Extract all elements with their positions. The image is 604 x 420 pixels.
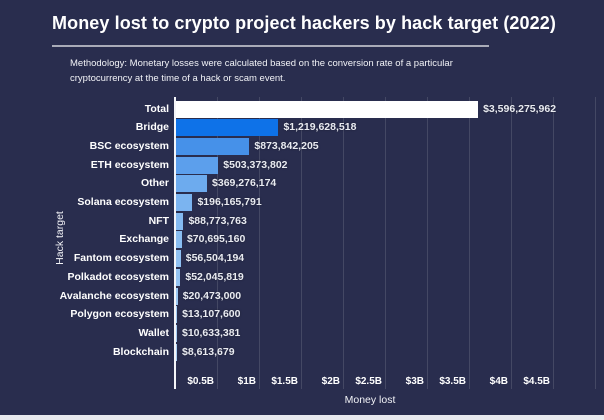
value-label-bridge: $1,219,628,518 <box>283 121 357 134</box>
category-label-fantom-ecosystem: Fantom ecosystem <box>73 252 169 265</box>
y-axis-title: Hack target <box>54 211 66 265</box>
category-label-total: Total <box>144 102 169 115</box>
bar-solana-ecosystem <box>176 194 193 211</box>
bar-polkadot-ecosystem <box>176 268 181 286</box>
category-label-wallet: Wallet <box>138 326 169 339</box>
category-label-blockchain: Blockchain <box>112 345 169 358</box>
value-label-wallet: $10,633,381 <box>182 326 241 339</box>
value-label-polkadot-ecosystem: $52,045,819 <box>185 270 244 283</box>
value-label-eth-ecosystem: $503,373,802 <box>223 158 288 171</box>
bar-nft <box>176 212 184 230</box>
x-axis-title: Money lost <box>344 394 396 406</box>
methodology-line-1: Methodology: Monetary losses were calcul… <box>70 58 453 69</box>
x-tick-1b: $1B <box>237 376 256 387</box>
x-tick-2.5b: $2.5B <box>355 376 382 387</box>
x-gridline <box>427 97 428 389</box>
value-label-avalanche-ecosystem: $20,473,000 <box>182 289 242 302</box>
value-label-exchange: $70,695,160 <box>186 233 246 246</box>
bar-polygon-ecosystem <box>176 306 178 324</box>
bar-exchange <box>176 231 182 249</box>
x-gridline <box>469 97 470 389</box>
value-label-polygon-ecosystem: $13,107,600 <box>182 308 241 321</box>
x-gridline <box>343 97 344 389</box>
category-label-polkadot-ecosystem: Polkadot ecosystem <box>67 270 169 283</box>
bar-bridge <box>176 119 279 137</box>
category-label-polygon-ecosystem: Polygon ecosystem <box>70 308 169 321</box>
x-gridline <box>301 97 302 389</box>
x-gridline <box>511 97 512 389</box>
category-label-nft: NFT <box>148 214 169 227</box>
x-tick-1.5b: $1.5B <box>271 376 298 387</box>
category-label-bridge: Bridge <box>135 121 169 134</box>
x-tick-4b: $4B <box>489 376 508 387</box>
title-underline <box>52 45 489 47</box>
x-gridline <box>217 97 218 389</box>
methodology-line-2: cryptocurrency at the time of a hack or … <box>70 72 286 84</box>
bar-wallet <box>176 324 177 342</box>
x-tick-3.5b: $3.5B <box>439 376 466 387</box>
x-gridline <box>385 97 386 389</box>
value-label-total: $3,596,275,962 <box>483 102 557 115</box>
bottom-edge-strip <box>0 415 604 420</box>
bar-other <box>176 175 208 193</box>
bar-fantom-ecosystem <box>176 250 181 268</box>
value-label-bsc-ecosystem: $873,842,205 <box>254 139 319 152</box>
bar-total <box>176 100 479 118</box>
bar-bsc-ecosystem <box>176 137 250 155</box>
x-tick-3b: $3B <box>405 376 424 387</box>
value-label-blockchain: $8,613,679 <box>182 345 235 358</box>
category-label-eth-ecosystem: ETH ecosystem <box>90 158 169 171</box>
chart-title: Money lost to crypto project hackers by … <box>52 13 556 33</box>
x-gridline <box>259 97 260 389</box>
category-label-solana-ecosystem: Solana ecosystem <box>77 196 169 208</box>
x-gridline <box>553 97 554 389</box>
bar-blockchain <box>176 343 177 361</box>
category-label-avalanche-ecosystem: Avalanche ecosystem <box>59 289 169 302</box>
methodology-note: Methodology: Monetary losses were calcul… <box>70 57 530 86</box>
x-tick-4.5b: $4.5B <box>523 376 550 387</box>
bar-avalanche-ecosystem <box>176 287 178 305</box>
x-tick-2b: $2B <box>321 376 340 387</box>
y-axis-line <box>174 97 176 389</box>
value-label-solana-ecosystem: $196,165,791 <box>197 196 262 208</box>
bar-eth-ecosystem <box>176 156 219 174</box>
category-label-exchange: Exchange <box>119 233 169 246</box>
value-label-fantom-ecosystem: $56,504,194 <box>185 252 245 265</box>
x-gridline <box>595 97 596 389</box>
x-tick-0.5b: $0.5B <box>187 376 214 387</box>
value-label-nft: $88,773,763 <box>188 214 247 227</box>
category-label-other: Other <box>140 177 169 190</box>
value-label-other: $369,276,174 <box>212 177 277 190</box>
category-label-bsc-ecosystem: BSC ecosystem <box>89 139 169 152</box>
